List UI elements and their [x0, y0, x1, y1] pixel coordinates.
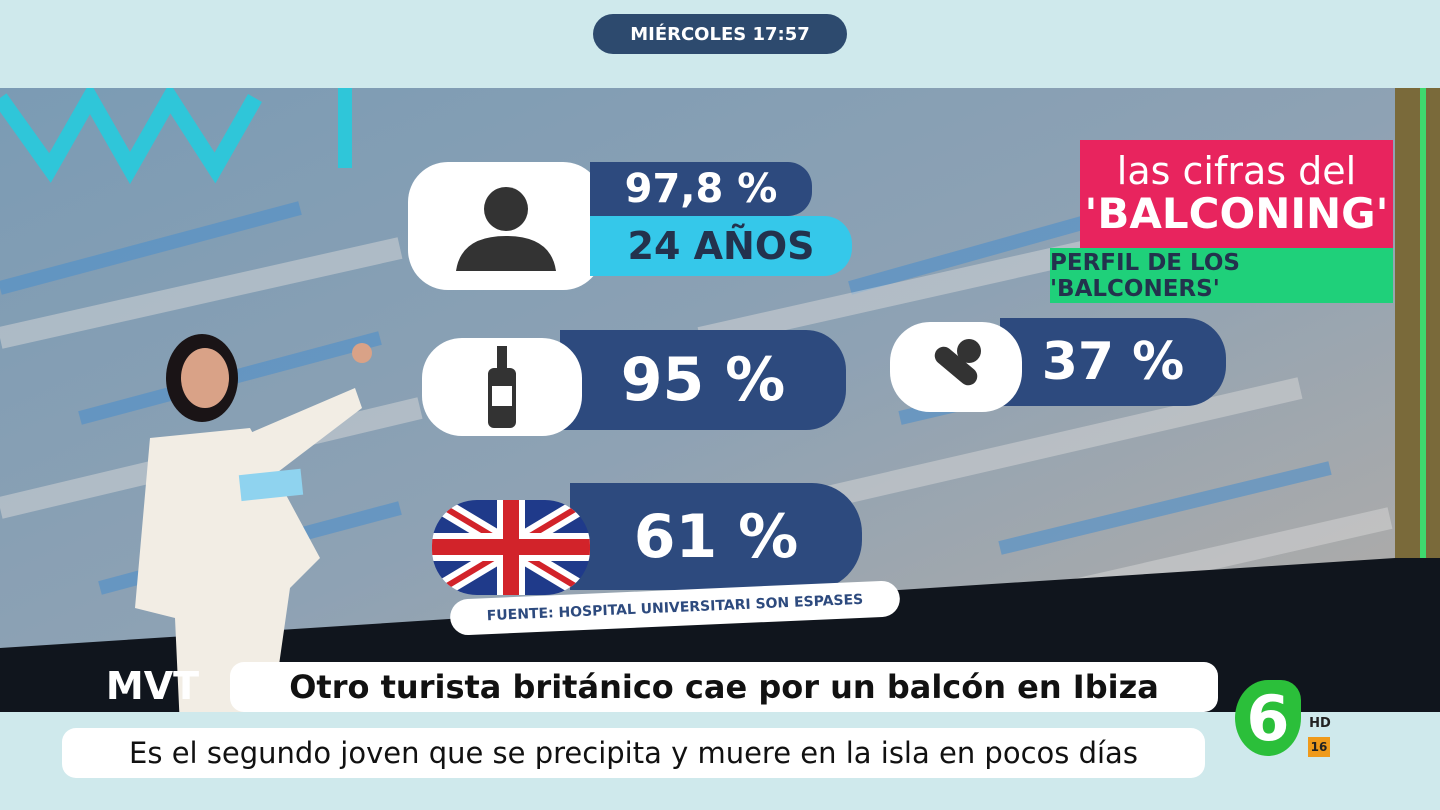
show-logo-text: MVT — [105, 664, 200, 708]
bottle-bubble — [422, 338, 582, 436]
headline: Otro turista británico cae por un balcón… — [289, 668, 1159, 706]
stat-value: 95 % — [560, 330, 846, 430]
title-box: las cifras del 'BALCONING' — [1080, 140, 1393, 248]
channel-logo-text: 6 — [1246, 681, 1290, 755]
rating-text: 16 — [1310, 740, 1328, 754]
time: MIÉRCOLES 17:57 — [630, 23, 810, 45]
hd-badge: HD — [1306, 714, 1334, 732]
pills-bubble — [890, 322, 1022, 412]
channel-logo: 6 — [1235, 680, 1301, 756]
bottle-icon — [488, 346, 516, 428]
subtitle: PERFIL DE LOS 'BALCONERS' — [1050, 249, 1240, 302]
stat-text: 95 % — [620, 345, 786, 415]
stat-detail: 24 AÑOS — [590, 216, 852, 276]
hd-text: HD — [1309, 715, 1331, 731]
headline-bar: Otro turista británico cae por un balcón… — [230, 662, 1218, 712]
stat-text: 61 % — [633, 501, 799, 572]
show-logo: MVT — [95, 664, 210, 708]
title-line: 'BALCONING' — [1084, 188, 1389, 238]
rating-badge: 16 — [1308, 737, 1330, 757]
stat-value: 97,8 % — [590, 162, 812, 216]
subtitle-box: PERFIL DE LOS 'BALCONERS' — [1050, 248, 1393, 303]
stat-value: 37 % — [1000, 318, 1226, 406]
stat-text: 37 % — [1041, 332, 1185, 392]
person-bubble — [408, 162, 603, 290]
subheadline: Es el segundo joven que se precipita y m… — [129, 736, 1138, 770]
stat-text: 97,8 % — [624, 166, 778, 212]
title-line: las cifras del — [1116, 149, 1357, 193]
source-text: FUENTE: HOSPITAL UNIVERSITARI SON ESPASE… — [486, 591, 864, 625]
stat-detail-text: 24 AÑOS — [627, 224, 815, 268]
time-pill: MIÉRCOLES 17:57 — [593, 14, 847, 54]
stat-value: 61 % — [570, 483, 862, 590]
subheadline-bar: Es el segundo joven que se precipita y m… — [62, 728, 1205, 778]
pills-icon — [934, 339, 981, 386]
uk-flag — [432, 500, 590, 595]
person-icon — [455, 187, 556, 271]
